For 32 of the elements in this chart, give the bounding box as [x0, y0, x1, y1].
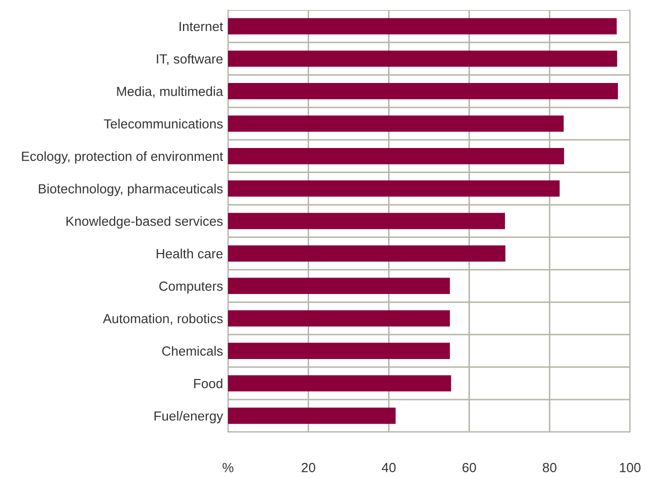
bar	[228, 83, 618, 100]
x-tick-label: 60	[462, 462, 476, 472]
y-tick-label: Food	[194, 378, 222, 388]
bar	[228, 375, 452, 392]
y-tick-label: Telecommunications	[104, 118, 223, 129]
y-tick-label: Chemicals	[162, 346, 223, 356]
y-tick-label: Ecology, protection of environment	[22, 151, 224, 164]
bar	[228, 212, 505, 230]
bar	[228, 180, 560, 197]
bar	[228, 310, 450, 326]
y-tick-label: Media, multimedia	[117, 86, 224, 98]
bar	[228, 18, 617, 34]
y-tick-label: Health care	[156, 248, 223, 258]
y-tick-label: Biotechnology, pharmaceuticals	[38, 184, 223, 196]
bar	[228, 148, 564, 164]
y-tick-label: Automation, robotics	[102, 314, 223, 325]
y-tick-label: Internet	[180, 22, 224, 32]
bar	[228, 342, 450, 359]
bar	[228, 408, 396, 424]
x-tick-label: 40	[382, 462, 396, 472]
y-tick-label: Computers	[159, 281, 223, 294]
x-tick-label: %	[222, 462, 234, 472]
y-tick-label: Fuel/energy	[154, 410, 224, 424]
bar	[228, 50, 618, 67]
bar	[228, 116, 564, 132]
x-tick-label: 100	[620, 462, 640, 472]
x-tick-label: 80	[542, 462, 556, 472]
x-tick-label: 20	[302, 462, 316, 472]
y-tick-label: Knowledge-based services	[66, 216, 223, 229]
bar	[228, 245, 506, 262]
y-tick-label: IT, software	[156, 54, 223, 66]
bar	[228, 278, 450, 294]
